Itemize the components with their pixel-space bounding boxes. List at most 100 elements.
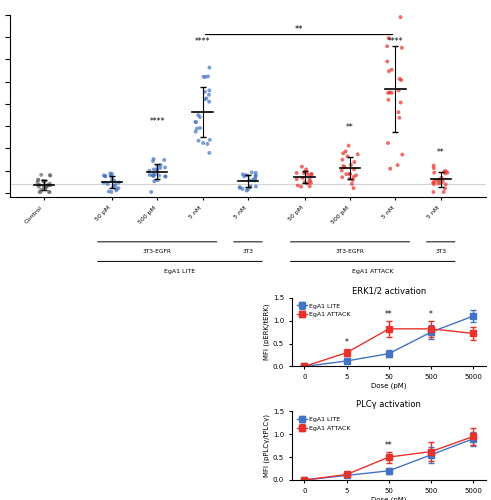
Point (35, 181, 43, 189)
Point (160, 156, 168, 164)
Point (156, 164, 164, 172)
Text: ****: **** (149, 117, 165, 126)
Point (340, 162, 348, 170)
Point (107, 170, 114, 177)
Point (251, 172, 259, 180)
Point (347, 161, 355, 169)
Point (46, 182, 54, 190)
Point (240, 172, 248, 180)
Point (429, 178, 437, 186)
Point (110, 182, 118, 190)
Point (34, 176, 42, 184)
Text: 3T3: 3T3 (243, 249, 253, 254)
Point (302, 166, 310, 173)
Point (252, 182, 260, 190)
Point (439, 178, 447, 186)
Text: **: ** (346, 124, 354, 132)
Point (162, 172, 169, 180)
Point (354, 150, 362, 158)
Point (196, 124, 204, 132)
Point (45, 188, 53, 196)
Point (161, 164, 169, 172)
Point (46, 171, 54, 179)
Title: ERK1/2 activation: ERK1/2 activation (352, 286, 426, 296)
Point (108, 188, 115, 196)
Point (36, 188, 44, 196)
Point (242, 171, 250, 179)
Point (388, 66, 396, 74)
Point (236, 183, 244, 191)
Text: **: ** (295, 24, 303, 34)
Point (303, 180, 311, 188)
Point (108, 176, 116, 184)
Point (202, 94, 210, 102)
Text: 3T3-EGFR: 3T3-EGFR (335, 249, 364, 254)
Point (192, 128, 200, 136)
Point (342, 170, 350, 178)
Point (395, 114, 403, 122)
Point (41, 186, 49, 194)
Point (248, 168, 256, 176)
Point (346, 174, 354, 182)
Point (398, 150, 406, 158)
Text: ****: **** (387, 37, 403, 46)
Point (251, 176, 259, 184)
Point (33, 178, 41, 186)
Point (398, 44, 406, 52)
Point (431, 178, 438, 186)
Point (386, 164, 394, 172)
Point (306, 175, 314, 183)
Point (430, 162, 437, 170)
Point (384, 34, 392, 42)
Legend: EgA1 LITE, EgA1 ATTACK: EgA1 LITE, EgA1 ATTACK (295, 414, 353, 433)
Point (436, 179, 444, 187)
Text: ****: **** (195, 37, 210, 46)
Point (293, 169, 300, 177)
Point (397, 13, 405, 21)
Point (46, 188, 54, 196)
Point (42, 184, 50, 192)
Point (239, 170, 246, 178)
Point (299, 174, 306, 182)
Point (388, 4, 396, 12)
Point (108, 170, 116, 178)
Point (157, 161, 164, 169)
Point (236, 184, 244, 192)
Point (384, 96, 392, 104)
Point (246, 182, 254, 190)
Point (147, 188, 155, 196)
Point (200, 72, 208, 80)
Text: *: * (345, 338, 349, 347)
Point (252, 172, 260, 179)
Point (150, 172, 158, 180)
Point (397, 76, 405, 84)
Point (351, 158, 358, 166)
Point (430, 188, 437, 196)
Point (308, 170, 316, 178)
Point (302, 168, 310, 176)
Point (194, 111, 202, 119)
Point (297, 182, 305, 190)
Point (39, 177, 47, 185)
Point (37, 171, 45, 179)
Point (193, 124, 201, 132)
Point (145, 166, 153, 174)
Point (306, 182, 314, 190)
Point (442, 167, 450, 175)
Point (46, 180, 54, 188)
Point (346, 170, 354, 178)
Point (395, 86, 403, 94)
Point (150, 155, 158, 163)
Point (384, 139, 392, 147)
X-axis label: Dose (pM): Dose (pM) (371, 496, 407, 500)
Point (194, 136, 202, 144)
Point (301, 168, 309, 175)
Point (101, 172, 109, 180)
Point (44, 182, 52, 190)
Point (201, 73, 209, 81)
Point (115, 178, 123, 186)
Point (37, 188, 45, 196)
Point (342, 148, 350, 156)
Text: EgA1 ATTACK: EgA1 ATTACK (352, 268, 393, 274)
Point (162, 172, 169, 180)
